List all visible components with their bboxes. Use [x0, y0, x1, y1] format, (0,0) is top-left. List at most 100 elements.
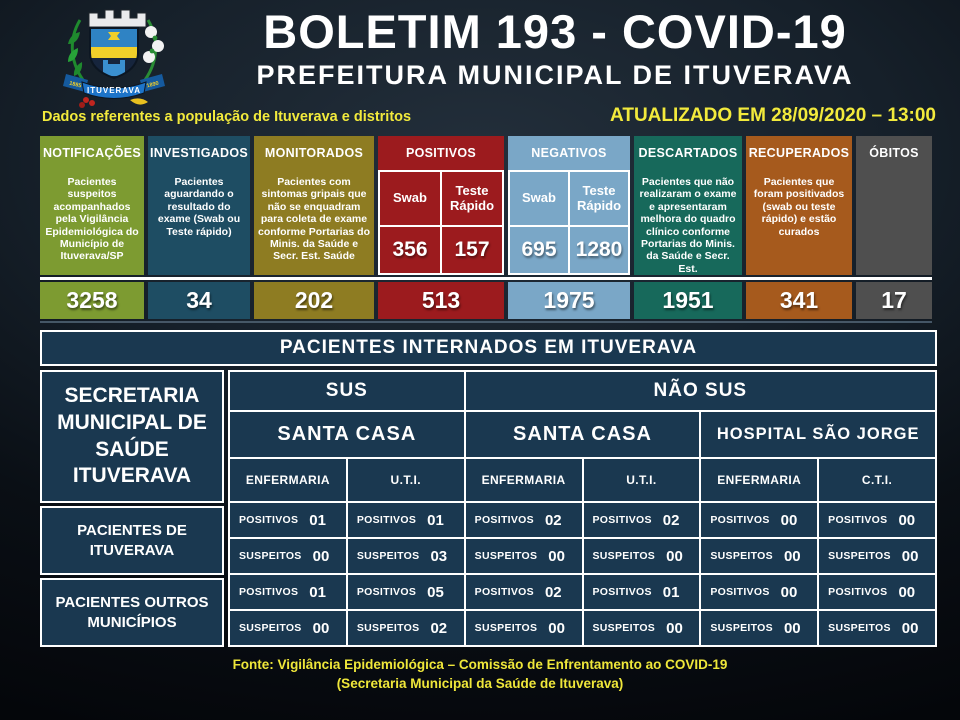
cell-value: 00	[666, 619, 683, 637]
hospital-santa-casa-nao-sus: SANTA CASA	[465, 412, 700, 457]
column-description: Pacientes que não realizaram o exame e a…	[634, 170, 742, 275]
cell-label: SUSPEITOS	[474, 550, 538, 562]
data-cell: POSITIVOS 01	[583, 575, 700, 609]
column-description	[856, 170, 932, 275]
data-cell: POSITIVOS 02	[465, 503, 582, 537]
data-cell: POSITIVOS 01	[347, 503, 464, 537]
cell-label: POSITIVOS	[710, 586, 770, 598]
cell-value: 01	[309, 583, 326, 601]
negativos-subtable: Swab Teste Rápido 695 1280	[508, 170, 630, 275]
column-header: ÓBITOS	[856, 136, 932, 170]
cell-value: 01	[662, 583, 680, 601]
cell-value: 02	[662, 511, 680, 529]
column-header: NOTIFICAÇÕES	[40, 136, 144, 170]
column-description: Pacientes com sintomas gripais que não s…	[254, 170, 374, 275]
data-cell: SUSPEITOS 00	[583, 611, 700, 645]
summary-bottom-line	[40, 321, 932, 323]
unit-header: ENFERMARIA	[230, 459, 346, 501]
data-cell: POSITIVOS 02	[465, 575, 582, 609]
ribbon-left-tail	[63, 74, 88, 92]
total-recuperados: 341	[746, 282, 852, 319]
cell-label: POSITIVOS	[592, 514, 652, 526]
total-investigados: 34	[148, 282, 250, 319]
cell-label: SUSPEITOS	[592, 622, 656, 634]
cell-value: 00	[548, 619, 565, 637]
column-description: Pacientes que foram positivados (swab ou…	[746, 170, 852, 275]
cell-value: 00	[548, 547, 565, 565]
cell-value: 00	[312, 619, 330, 637]
city-coat-of-arms: ITUVERAVA 1885 1890	[63, 9, 165, 108]
group-label-ituverava: PACIENTES DE ITUVERAVA	[40, 506, 224, 575]
column-header: DESCARTADOS	[634, 136, 742, 170]
bulletin-subtitle: PREFEITURA MUNICIPAL DE ITUVERAVA	[256, 60, 854, 90]
data-cell: POSITIVOS 00	[819, 503, 935, 537]
ribbon-city-text: ITUVERAVA	[87, 86, 141, 95]
positivos-swab-value: 356	[380, 227, 440, 273]
column-header: INVESTIGADOS	[148, 136, 250, 170]
cell-label: POSITIVOS	[474, 586, 534, 598]
unit-header: ENFERMARIA	[701, 459, 818, 501]
inpatients-title-bar: PACIENTES INTERNADOS EM ITUVERAVA	[40, 330, 937, 366]
hospital-sao-jorge: HOSPITAL SÃO JORGE	[701, 412, 935, 457]
column-negativos: NEGATIVOS Swab Teste Rápido 695 1280	[508, 136, 630, 275]
ribbon-center	[81, 81, 147, 99]
cell-label: SUSPEITOS	[710, 550, 773, 562]
cell-value: 00	[312, 547, 330, 565]
cell-label: POSITIVOS	[239, 514, 299, 526]
cell-value: 00	[898, 511, 916, 529]
negativos-swab-value: 695	[510, 227, 568, 273]
teste-rapido-subheader: Teste Rápido	[442, 172, 502, 225]
column-header: MONITORADOS	[254, 136, 374, 170]
cell-label: SUSPEITOS	[474, 622, 538, 634]
cell-label: SUSPEITOS	[356, 550, 420, 562]
data-cell: SUSPEITOS 00	[819, 611, 935, 645]
total-obitos: 17	[856, 282, 932, 319]
cell-label: POSITIVOS	[710, 514, 770, 526]
summary-table: NOTIFICAÇÕES Pacientes suspeitos acompan…	[40, 136, 932, 323]
cell-label: SUSPEITOS	[828, 622, 891, 634]
data-cell: POSITIVOS 00	[819, 575, 935, 609]
population-note: Dados referentes a população de Ituverav…	[42, 109, 412, 125]
data-cell: SUSPEITOS 00	[819, 539, 935, 573]
inpatients-left-column: SECRETARIA MUNICIPAL DE SAÚDE ITUVERAVA …	[40, 370, 224, 647]
health-secretariat-label: SECRETARIA MUNICIPAL DE SAÚDE ITUVERAVA	[40, 370, 224, 503]
cell-label: POSITIVOS	[474, 514, 534, 526]
data-cell: SUSPEITOS 03	[347, 539, 464, 573]
ribbon-right-tail	[140, 74, 165, 92]
summary-separator	[40, 277, 932, 280]
column-header: RECUPERADOS	[746, 136, 852, 170]
column-monitorados: MONITORADOS Pacientes com sintomas gripa…	[254, 136, 374, 275]
data-cell: SUSPEITOS 00	[465, 611, 582, 645]
data-cell: POSITIVOS 05	[347, 575, 464, 609]
updated-timestamp: ATUALIZADO EM 28/09/2020 – 13:00	[610, 105, 936, 126]
negativos-teste-value: 1280	[570, 227, 628, 273]
data-cell: POSITIVOS 00	[701, 575, 818, 609]
column-header: POSITIVOS	[378, 136, 504, 170]
data-cell: SUSPEITOS 00	[230, 539, 346, 573]
cell-label: SUSPEITOS	[710, 622, 773, 634]
cell-value: 00	[780, 511, 798, 529]
bulletin-title: BOLETIM 193 - COVID-19	[263, 5, 847, 58]
swab-subheader: Swab	[510, 172, 568, 225]
data-cell: SUSPEITOS 00	[701, 539, 818, 573]
cell-label: POSITIVOS	[356, 586, 417, 598]
total-negativos: 1975	[508, 282, 630, 319]
cell-label: POSITIVOS	[239, 586, 299, 598]
cell-value: 03	[430, 547, 448, 565]
cell-value: 01	[309, 511, 326, 529]
column-header: NEGATIVOS	[508, 136, 630, 170]
cell-label: POSITIVOS	[356, 514, 417, 526]
summary-totals-row: 3258 34 202 513 1975 1951 341 17	[40, 282, 932, 319]
data-cell: POSITIVOS 02	[583, 503, 700, 537]
hospital-santa-casa-sus: SANTA CASA	[230, 412, 464, 457]
total-positivos: 513	[378, 282, 504, 319]
group-label-outros-municipios: PACIENTES OUTROS MUNICÍPIOS	[40, 578, 224, 647]
cotton-branch	[140, 19, 164, 85]
cell-label: SUSPEITOS	[356, 622, 420, 634]
cell-label: SUSPEITOS	[828, 550, 891, 562]
source-footer: Fonte: Vigilância Epidemiológica – Comis…	[0, 656, 960, 694]
cell-value: 01	[427, 511, 444, 529]
total-monitorados: 202	[254, 282, 374, 319]
swab-subheader: Swab	[380, 172, 440, 225]
